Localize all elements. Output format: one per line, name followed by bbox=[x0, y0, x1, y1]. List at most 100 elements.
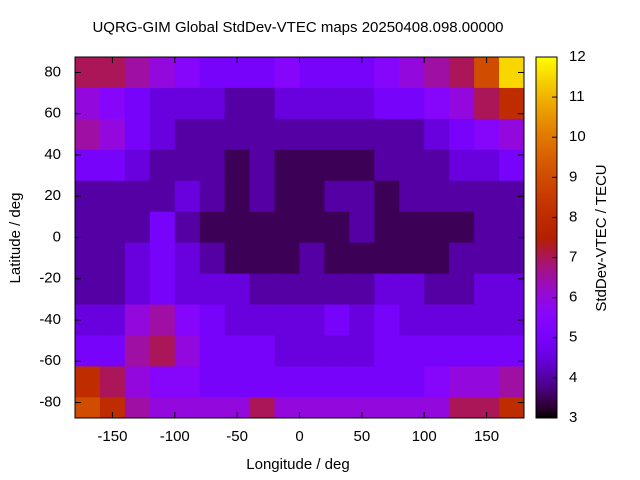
y-tick-label: -60 bbox=[39, 352, 61, 369]
heat-cell bbox=[249, 57, 276, 89]
heat-cell bbox=[224, 211, 251, 244]
heat-cell bbox=[75, 335, 101, 367]
heat-cell bbox=[374, 180, 400, 213]
heat-cell bbox=[75, 366, 101, 398]
heat-cell bbox=[324, 211, 350, 244]
heat-cell bbox=[249, 335, 276, 367]
heat-cell bbox=[149, 87, 176, 120]
y-tick-label: 0 bbox=[53, 228, 61, 245]
heat-cell bbox=[399, 118, 425, 151]
heat-cell bbox=[274, 149, 300, 182]
heat-cell bbox=[374, 397, 400, 419]
heat-cell bbox=[424, 149, 450, 182]
heat-cell bbox=[449, 180, 475, 213]
heat-cell bbox=[299, 273, 325, 306]
heat-cell bbox=[449, 57, 475, 89]
heat-cell bbox=[449, 211, 475, 244]
heat-cell bbox=[174, 335, 201, 367]
heat-cell bbox=[399, 87, 425, 120]
heat-cell bbox=[199, 273, 226, 306]
heat-cell bbox=[174, 211, 201, 244]
heat-cell bbox=[249, 149, 276, 182]
heat-cell bbox=[249, 118, 276, 151]
heat-cell bbox=[474, 87, 500, 120]
heat-cell bbox=[99, 273, 126, 306]
heat-cell bbox=[349, 242, 375, 275]
heat-cell bbox=[499, 118, 525, 151]
heat-cell bbox=[75, 397, 101, 419]
heat-cell bbox=[374, 87, 400, 120]
heat-cell bbox=[224, 149, 251, 182]
heat-cell bbox=[149, 57, 176, 89]
heat-cell bbox=[399, 242, 425, 275]
heat-cell bbox=[374, 304, 400, 336]
colorbar-tick-label: 5 bbox=[569, 329, 577, 346]
heat-cell bbox=[124, 180, 151, 213]
heat-cell bbox=[424, 273, 450, 306]
heat-cell bbox=[449, 397, 475, 419]
y-tick-label: -40 bbox=[39, 311, 61, 328]
heat-cell bbox=[124, 273, 151, 306]
heat-cell bbox=[374, 273, 400, 306]
heat-cell bbox=[99, 335, 126, 367]
heat-cell bbox=[349, 87, 375, 120]
x-axis-label: Longitude / deg bbox=[246, 456, 349, 473]
heat-cell bbox=[499, 211, 525, 244]
x-tick-label: -150 bbox=[97, 428, 127, 445]
heat-cell bbox=[75, 211, 101, 244]
heat-cell bbox=[249, 397, 276, 419]
heat-cell bbox=[324, 149, 350, 182]
heat-cell bbox=[124, 242, 151, 275]
heat-cell bbox=[449, 149, 475, 182]
heat-cell bbox=[399, 366, 425, 398]
heat-cell bbox=[474, 273, 500, 306]
heat-cell bbox=[174, 57, 201, 89]
heat-cell bbox=[124, 87, 151, 120]
heat-cell bbox=[224, 118, 251, 151]
heat-cell bbox=[474, 397, 500, 419]
heat-cell bbox=[274, 118, 300, 151]
heat-cell bbox=[474, 149, 500, 182]
heat-cell bbox=[249, 304, 276, 336]
y-tick-label: 20 bbox=[44, 187, 61, 204]
heat-cell bbox=[424, 87, 450, 120]
colorbar-tick-label: 9 bbox=[569, 168, 577, 185]
heat-cell bbox=[274, 180, 300, 213]
heat-cell bbox=[324, 87, 350, 120]
heat-cell bbox=[299, 397, 325, 419]
heat-cell bbox=[124, 57, 151, 89]
heat-cell bbox=[424, 118, 450, 151]
heat-cell bbox=[424, 57, 450, 89]
heat-cell bbox=[324, 335, 350, 367]
heat-cell bbox=[349, 335, 375, 367]
heat-cell bbox=[449, 366, 475, 398]
heat-cell bbox=[149, 242, 176, 275]
heat-cell bbox=[224, 366, 251, 398]
heat-cell bbox=[474, 211, 500, 244]
heat-cell bbox=[149, 180, 176, 213]
heat-cell bbox=[499, 87, 525, 120]
heat-cell bbox=[249, 211, 276, 244]
heat-cell bbox=[99, 211, 126, 244]
heat-cell bbox=[349, 273, 375, 306]
heat-cell bbox=[249, 180, 276, 213]
heat-cell bbox=[174, 118, 201, 151]
heat-cell bbox=[349, 118, 375, 151]
heat-cell bbox=[299, 211, 325, 244]
heat-cell bbox=[374, 242, 400, 275]
heat-cell bbox=[449, 87, 475, 120]
heat-cell bbox=[374, 118, 400, 151]
heat-cell bbox=[99, 397, 126, 419]
heat-cell bbox=[249, 366, 276, 398]
y-tick-label: 40 bbox=[44, 146, 61, 163]
chart-title: UQRG-GIM Global StdDev-VTEC maps 2025040… bbox=[92, 19, 503, 36]
heat-cell bbox=[274, 304, 300, 336]
heat-cell bbox=[324, 118, 350, 151]
heat-cell bbox=[349, 397, 375, 419]
heat-cell bbox=[449, 118, 475, 151]
heat-cell bbox=[75, 242, 101, 275]
heat-cell bbox=[374, 366, 400, 398]
heat-cell bbox=[99, 149, 126, 182]
heat-cell bbox=[199, 118, 226, 151]
heat-cell bbox=[424, 397, 450, 419]
